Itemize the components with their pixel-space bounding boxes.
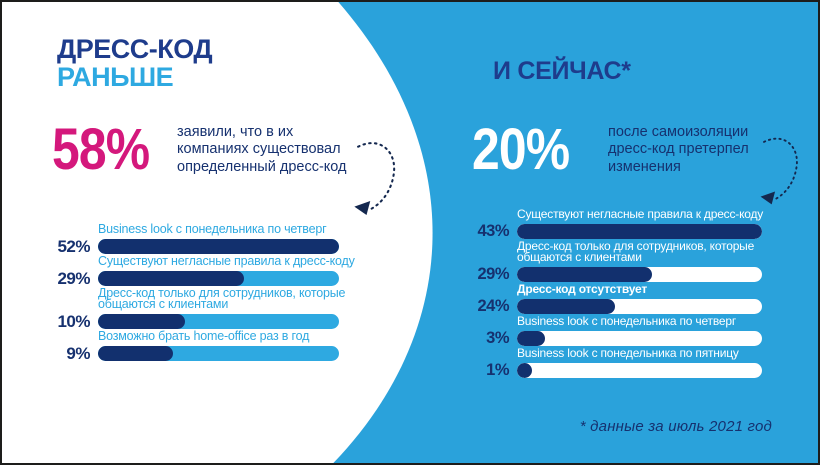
left-panel-title: ДРЕСС-КОД РАНЬШЕ: [57, 34, 213, 92]
bar-value: 24%: [477, 296, 509, 315]
chart-row: Возможно брать home-office раз в год 9%: [42, 329, 342, 363]
chart-row: Дресс-код отсутствует 24%: [457, 282, 769, 315]
bar-track: [98, 270, 339, 286]
chart-row: Business look с понедельника по четверг 3…: [457, 314, 769, 347]
bar-label: Business look с понедельника по пятницу: [517, 346, 769, 360]
bar-fill: [517, 330, 546, 346]
bar-label: Существуют негласные правила к дресс-код…: [98, 254, 355, 268]
bar-label-line: Существуют негласные правила к дресс-код…: [517, 207, 764, 221]
chart-row: Существуют негласные правила к дресс-код…: [457, 207, 769, 240]
bar-track: [98, 345, 339, 361]
dashed-arrow-icon: [354, 142, 396, 215]
bar-label-line: Существуют негласные правила к дресс-код…: [98, 254, 355, 268]
bar-value: 29%: [477, 264, 509, 283]
bar-label: Business look с понедельника по четверг: [98, 222, 342, 236]
dashed-arrow-icon: [760, 137, 798, 205]
bar-label-line: Business look с понедельника по четверг: [517, 314, 736, 328]
bar-label: Business look с понедельника по четверг: [517, 314, 769, 328]
bar-fill: [98, 313, 185, 329]
bar-track: [517, 223, 762, 239]
bar-row: 29%: [457, 264, 769, 283]
bar-row: 43%: [457, 221, 769, 240]
bar-label: Существуют негласные правила к дресс-код…: [517, 207, 769, 221]
bar-value: 3%: [486, 328, 509, 347]
left-title-line2: РАНЬШЕ: [57, 62, 174, 92]
chart-row: Business look с понедельника по четверг 5…: [42, 222, 342, 256]
bar-fill: [98, 270, 244, 286]
bar-fill: [98, 238, 339, 254]
bar-row: 1%: [457, 360, 769, 379]
left-stat-text: заявили, что в их компаниях существовал …: [177, 124, 347, 176]
bar-track: [517, 266, 762, 282]
bar-value: 10%: [57, 311, 90, 331]
bar-label: Возможно брать home-office раз в год: [98, 329, 342, 343]
bar-value: 1%: [486, 360, 509, 379]
bar-chart-before: Business look с понедельника по четверг 5…: [42, 222, 355, 363]
bar-label-line: Дресс-код только для сотрудников, которы…: [517, 239, 755, 253]
right-panel-title: И СЕЙЧАС*: [493, 57, 631, 85]
bar-fill: [98, 345, 173, 361]
bar-label: Дресс-код только для сотрудников, которы…: [517, 239, 769, 264]
right-stat-line-3: изменения: [608, 158, 681, 175]
left-stat-line-1: заявили, что в их: [177, 124, 294, 140]
bar-label-line: Дресс-код отсутствует: [517, 282, 648, 296]
bar-row: 10%: [42, 311, 342, 331]
bar-track: [517, 298, 762, 314]
bar-value: 29%: [57, 268, 90, 288]
bar-label: Дресс-код только для сотрудников, которы…: [98, 286, 346, 311]
bar-track: [98, 238, 339, 254]
bar-row: 3%: [457, 328, 769, 347]
right-stat-text: после самоизоляции дресс-код претерпел и…: [608, 124, 749, 176]
chart-row: Существуют негласные правила к дресс-код…: [42, 254, 355, 288]
chart-row: Дресс-код только для сотрудников, которы…: [457, 239, 769, 283]
bar-label-line: общаются с клиентами: [517, 250, 642, 264]
footnote: * данные за июль 2021 год: [579, 418, 772, 435]
bar-row: 24%: [457, 296, 769, 315]
bar-value: 43%: [477, 221, 509, 240]
right-stat-line-1: после самоизоляции: [608, 124, 749, 140]
bar-row: 52%: [42, 236, 342, 256]
bar-label-line: Дресс-код только для сотрудников, которы…: [98, 286, 346, 300]
bar-fill: [517, 223, 762, 239]
right-stat-value: 20%: [472, 117, 570, 182]
bar-label-line: Business look с понедельника по пятницу: [517, 346, 739, 360]
bar-track: [98, 313, 339, 329]
bar-track: [517, 330, 762, 346]
bar-fill: [517, 298, 615, 314]
left-stat-line-2: компаниях существовал: [177, 141, 341, 158]
bar-label-line: Business look с понедельника по четверг: [98, 222, 327, 236]
left-title-line1: ДРЕСС-КОД: [57, 34, 213, 64]
bar-value: 52%: [57, 236, 90, 256]
left-stat-line-3: определенный дресс-код: [177, 158, 347, 175]
bar-row: 9%: [42, 343, 342, 363]
bar-fill: [517, 362, 533, 378]
bar-track: [517, 362, 762, 378]
bar-row: 29%: [42, 268, 342, 288]
chart-row: Дресс-код только для сотрудников, которы…: [42, 286, 346, 331]
bar-chart-now: Существуют негласные правила к дресс-код…: [457, 207, 769, 380]
right-stat-line-2: дресс-код претерпел: [608, 141, 749, 158]
bar-label: Дресс-код отсутствует: [517, 282, 769, 296]
chart-row: Business look с понедельника по пятницу 1…: [457, 346, 769, 379]
bar-value: 9%: [66, 343, 90, 363]
bar-label-line: общаются с клиентами: [98, 297, 229, 311]
left-stat-value: 58%: [52, 117, 150, 182]
bar-label-line: Возможно брать home-office раз в год: [98, 329, 310, 343]
bar-fill: [517, 266, 652, 282]
